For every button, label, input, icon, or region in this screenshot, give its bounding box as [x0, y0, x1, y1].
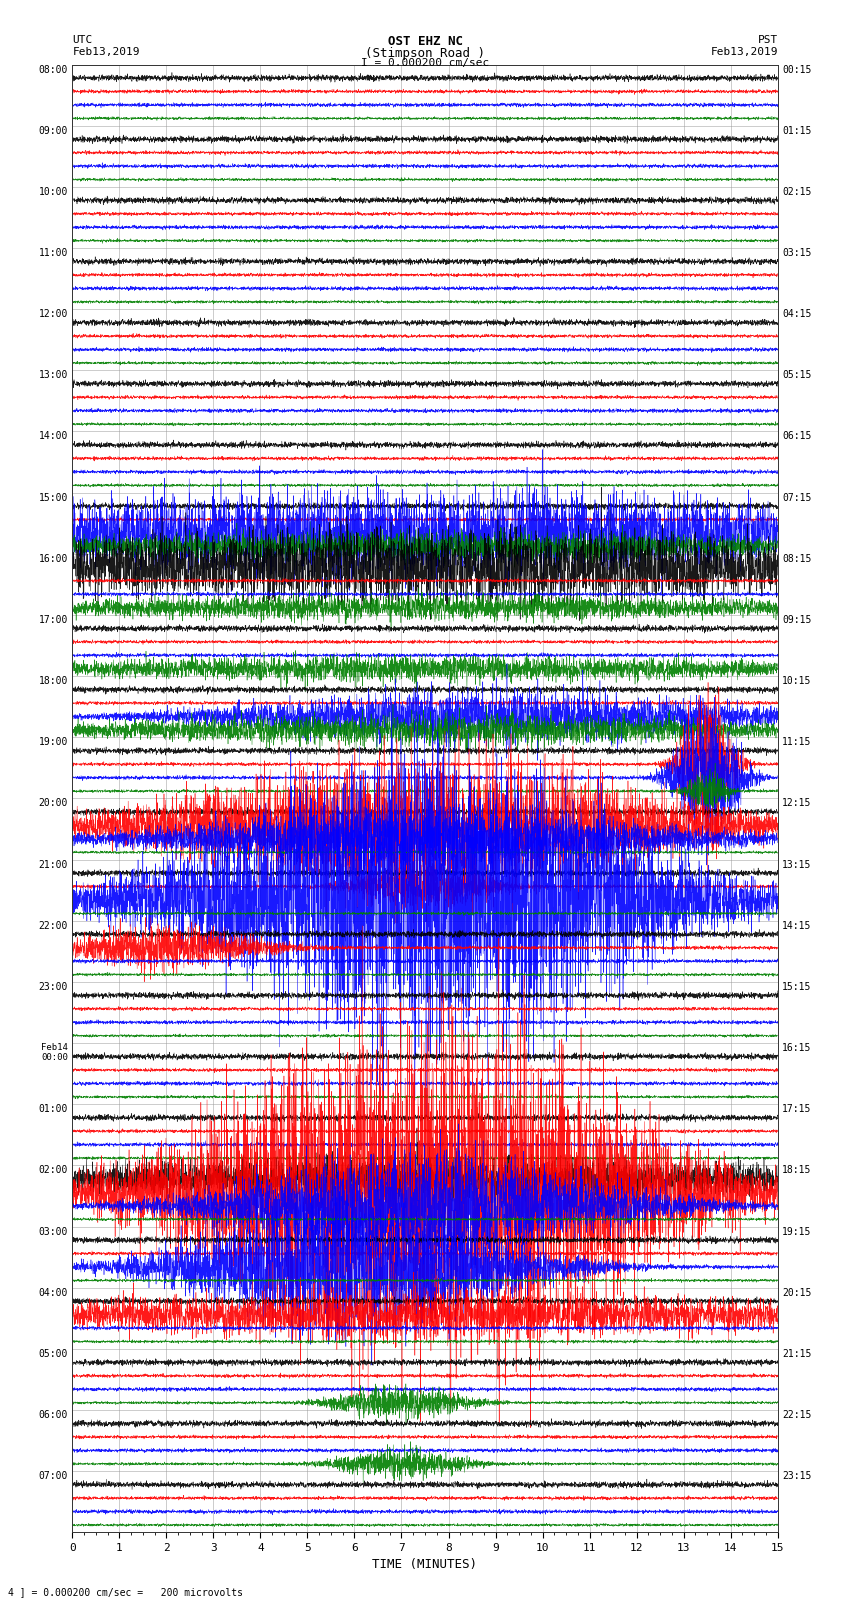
- Text: 06:00: 06:00: [38, 1410, 68, 1419]
- Text: 11:15: 11:15: [782, 737, 812, 747]
- Text: 02:15: 02:15: [782, 187, 812, 197]
- Text: UTC: UTC: [72, 35, 93, 45]
- Text: I = 0.000200 cm/sec: I = 0.000200 cm/sec: [361, 58, 489, 68]
- Text: 14:00: 14:00: [38, 431, 68, 442]
- Text: 06:15: 06:15: [782, 431, 812, 442]
- Text: 23:15: 23:15: [782, 1471, 812, 1481]
- Text: 13:15: 13:15: [782, 860, 812, 869]
- Text: PST: PST: [757, 35, 778, 45]
- Text: 23:00: 23:00: [38, 982, 68, 992]
- Text: 07:00: 07:00: [38, 1471, 68, 1481]
- Text: 21:00: 21:00: [38, 860, 68, 869]
- Text: 16:15: 16:15: [782, 1044, 812, 1053]
- Text: 16:00: 16:00: [38, 553, 68, 565]
- Text: 10:00: 10:00: [38, 187, 68, 197]
- Text: 13:00: 13:00: [38, 371, 68, 381]
- Text: 04:00: 04:00: [38, 1287, 68, 1298]
- Text: 15:15: 15:15: [782, 982, 812, 992]
- Text: 20:15: 20:15: [782, 1287, 812, 1298]
- Text: 21:15: 21:15: [782, 1348, 812, 1358]
- Text: 22:15: 22:15: [782, 1410, 812, 1419]
- Text: 04:15: 04:15: [782, 310, 812, 319]
- Text: 19:00: 19:00: [38, 737, 68, 747]
- Text: 05:15: 05:15: [782, 371, 812, 381]
- Text: 09:15: 09:15: [782, 615, 812, 624]
- Text: 15:00: 15:00: [38, 492, 68, 503]
- Text: Feb13,2019: Feb13,2019: [711, 47, 778, 56]
- Text: 03:00: 03:00: [38, 1226, 68, 1237]
- Text: 10:15: 10:15: [782, 676, 812, 686]
- Text: 12:15: 12:15: [782, 798, 812, 808]
- Text: 08:15: 08:15: [782, 553, 812, 565]
- Text: 07:15: 07:15: [782, 492, 812, 503]
- X-axis label: TIME (MINUTES): TIME (MINUTES): [372, 1558, 478, 1571]
- Text: 17:00: 17:00: [38, 615, 68, 624]
- Text: 12:00: 12:00: [38, 310, 68, 319]
- Text: 05:00: 05:00: [38, 1348, 68, 1358]
- Text: 4 ] = 0.000200 cm/sec =   200 microvolts: 4 ] = 0.000200 cm/sec = 200 microvolts: [8, 1587, 243, 1597]
- Text: 20:00: 20:00: [38, 798, 68, 808]
- Text: 18:15: 18:15: [782, 1165, 812, 1176]
- Text: 09:00: 09:00: [38, 126, 68, 135]
- Text: Feb14
00:00: Feb14 00:00: [41, 1044, 68, 1063]
- Text: 19:15: 19:15: [782, 1226, 812, 1237]
- Text: 18:00: 18:00: [38, 676, 68, 686]
- Text: 00:15: 00:15: [782, 65, 812, 74]
- Text: (Stimpson Road ): (Stimpson Road ): [365, 47, 485, 60]
- Text: Feb13,2019: Feb13,2019: [72, 47, 139, 56]
- Text: 11:00: 11:00: [38, 248, 68, 258]
- Text: 03:15: 03:15: [782, 248, 812, 258]
- Text: 01:00: 01:00: [38, 1105, 68, 1115]
- Text: 02:00: 02:00: [38, 1165, 68, 1176]
- Text: 08:00: 08:00: [38, 65, 68, 74]
- Text: 22:00: 22:00: [38, 921, 68, 931]
- Text: OST EHZ NC: OST EHZ NC: [388, 35, 462, 48]
- Text: 01:15: 01:15: [782, 126, 812, 135]
- Text: 17:15: 17:15: [782, 1105, 812, 1115]
- Text: 14:15: 14:15: [782, 921, 812, 931]
